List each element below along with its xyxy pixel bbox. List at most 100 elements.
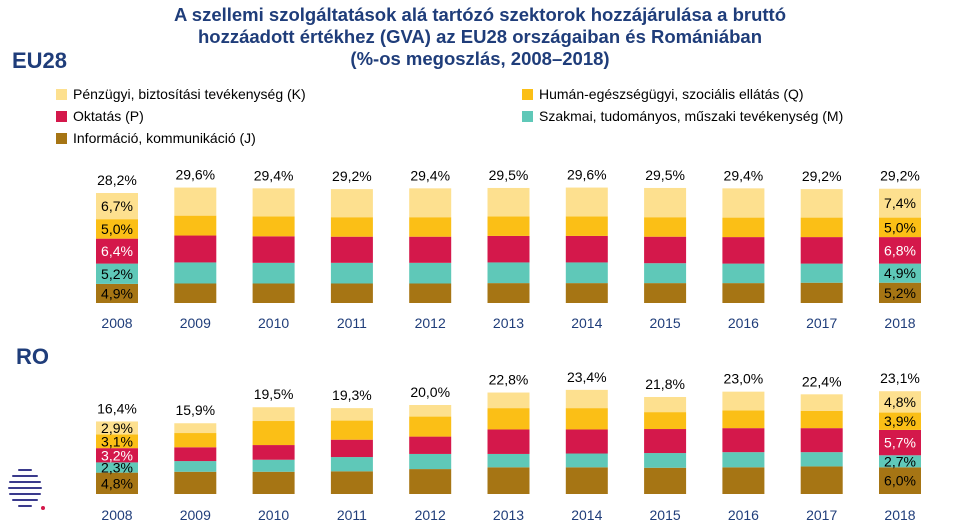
ro-data-label: 2,7% [884, 453, 916, 469]
eu28-total-label: 29,5% [645, 167, 685, 183]
eu28-bar-segment [330, 262, 373, 284]
eu28-bar-segment [409, 262, 452, 284]
ro-year-label: 2016 [728, 507, 759, 523]
eu28-total-label: 29,2% [802, 168, 842, 184]
ro-total-label: 19,3% [332, 387, 372, 403]
ro-total-label: 22,4% [802, 373, 842, 389]
ro-bar-segment [330, 420, 373, 440]
ro-bar-segment [565, 389, 608, 409]
eu28-bar-segment [174, 283, 217, 303]
ro-bar-segment [174, 471, 217, 494]
region-label-ro: RO [16, 344, 49, 369]
eu28-year-label: 2010 [258, 315, 289, 331]
eu28-bar-segment [330, 283, 373, 303]
ro-total-label: 23,1% [880, 370, 920, 386]
eu28-bar-segment [722, 237, 765, 264]
eu28-bar-segment [565, 187, 608, 217]
eu28-bar-segment [722, 188, 765, 218]
ro-bar-segment [252, 445, 295, 460]
legend-label-q: Humán-egészségügyi, szociális ellátás (Q… [539, 86, 804, 102]
ro-bar-segment [644, 467, 687, 494]
ro-data-label: 3,1% [101, 433, 133, 449]
eu28-bar-segment [174, 187, 217, 216]
ro-year-label: 2014 [571, 507, 602, 523]
ro-bar-segment [96, 434, 138, 449]
ro-data-label: 3,9% [884, 413, 916, 429]
ro-data-label: 6,0% [884, 473, 916, 489]
eu28-bar-segment [644, 236, 687, 264]
eu28-bar-segment [800, 237, 843, 264]
ro-bar-segment [565, 467, 608, 494]
legend-swatch-p [56, 110, 67, 122]
eu28-year-label: 2009 [180, 315, 211, 331]
eu28-bar-segment [722, 217, 765, 238]
ro-bar-segment [330, 408, 373, 421]
legend-swatch-j [56, 132, 67, 144]
ro-bar-segment [722, 410, 765, 429]
ro-bar-segment [409, 469, 452, 494]
legend-item-j: Információ, kommunikáció (J) [56, 130, 256, 146]
eu28-data-label: 6,8% [884, 242, 916, 258]
eu28-data-label: 5,2% [101, 266, 133, 282]
legend-item-m: Szakmai, tudományos, műszaki tevékenység… [522, 108, 843, 124]
eu28-data-label: 6,4% [101, 243, 133, 259]
eu28-bar-segment [879, 237, 921, 264]
ro-bar-segment [409, 453, 452, 470]
eu28-bar-segment [800, 282, 843, 303]
ro-bar-segment [252, 407, 295, 422]
eu28-total-label: 29,4% [254, 167, 294, 183]
ro-year-label: 2011 [337, 507, 367, 523]
eu28-bar-segment [252, 283, 295, 303]
eu28-year-label: 2014 [571, 315, 602, 331]
eu28-bar-segment [252, 236, 295, 263]
eu28-bar-segment [565, 235, 608, 263]
eu28-year-label: 2013 [493, 315, 524, 331]
ro-bar-segment [96, 421, 138, 435]
eu28-bar-segment [96, 283, 138, 303]
legend-label-m: Szakmai, tudományos, műszaki tevékenység… [539, 108, 844, 124]
ro-bar-segment [174, 461, 217, 472]
ro-bar-segment [409, 416, 452, 437]
ro-total-label: 23,4% [567, 369, 607, 385]
legend-swatch-k [56, 88, 67, 100]
ro-bar-segment [644, 429, 687, 454]
eu28-bar-segment [879, 217, 921, 238]
eu28-data-label: 5,2% [884, 285, 916, 301]
ro-bar-segment [644, 396, 687, 413]
eu28-bar-segment [487, 235, 530, 263]
eu28-data-label: 5,0% [884, 219, 916, 235]
eu28-bar-segment [252, 262, 295, 284]
eu28-bar-segment [409, 217, 452, 237]
ro-bar-segment [174, 433, 217, 448]
eu28-total-label: 29,4% [410, 167, 450, 183]
title-line-3: (%-os megoszlás, 2008–2018) [350, 48, 610, 69]
ro-bar-segment [722, 391, 765, 411]
legend-item-k: Pénzügyi, biztosítási tevékenység (K) [56, 86, 306, 102]
ro-total-label: 21,8% [645, 376, 685, 392]
ro-bar-segment [330, 471, 373, 494]
ro-bar-segment [879, 467, 921, 494]
eu28-bar-segment [565, 283, 608, 303]
ro-bar-segment [330, 457, 373, 472]
legend-label-k: Pénzügyi, biztosítási tevékenység (K) [73, 86, 306, 102]
eu28-bar-segment [330, 189, 373, 218]
ro-bar-segment [330, 439, 373, 458]
legend-item-p: Oktatás (P) [56, 108, 144, 124]
ro-bar-segment [722, 467, 765, 494]
eu28-bar-segment [879, 282, 921, 303]
eu28-bar-segment [174, 215, 217, 236]
eu28-year-label: 2012 [415, 315, 446, 331]
ro-data-label: 5,7% [884, 435, 916, 451]
eu28-bar-segment [252, 216, 295, 237]
eu28-bar-segment [879, 263, 921, 283]
ro-data-label: 4,8% [101, 475, 133, 491]
ro-bar-segment [96, 448, 138, 463]
ro-bar-segment [487, 453, 530, 468]
ro-bar-segment [487, 467, 530, 494]
ro-bar-segment [487, 429, 530, 454]
eu28-total-label: 29,6% [175, 167, 215, 183]
ro-total-label: 20,0% [410, 384, 450, 400]
eu28-year-label: 2017 [806, 315, 837, 331]
eu28-bar-segment [487, 187, 530, 217]
